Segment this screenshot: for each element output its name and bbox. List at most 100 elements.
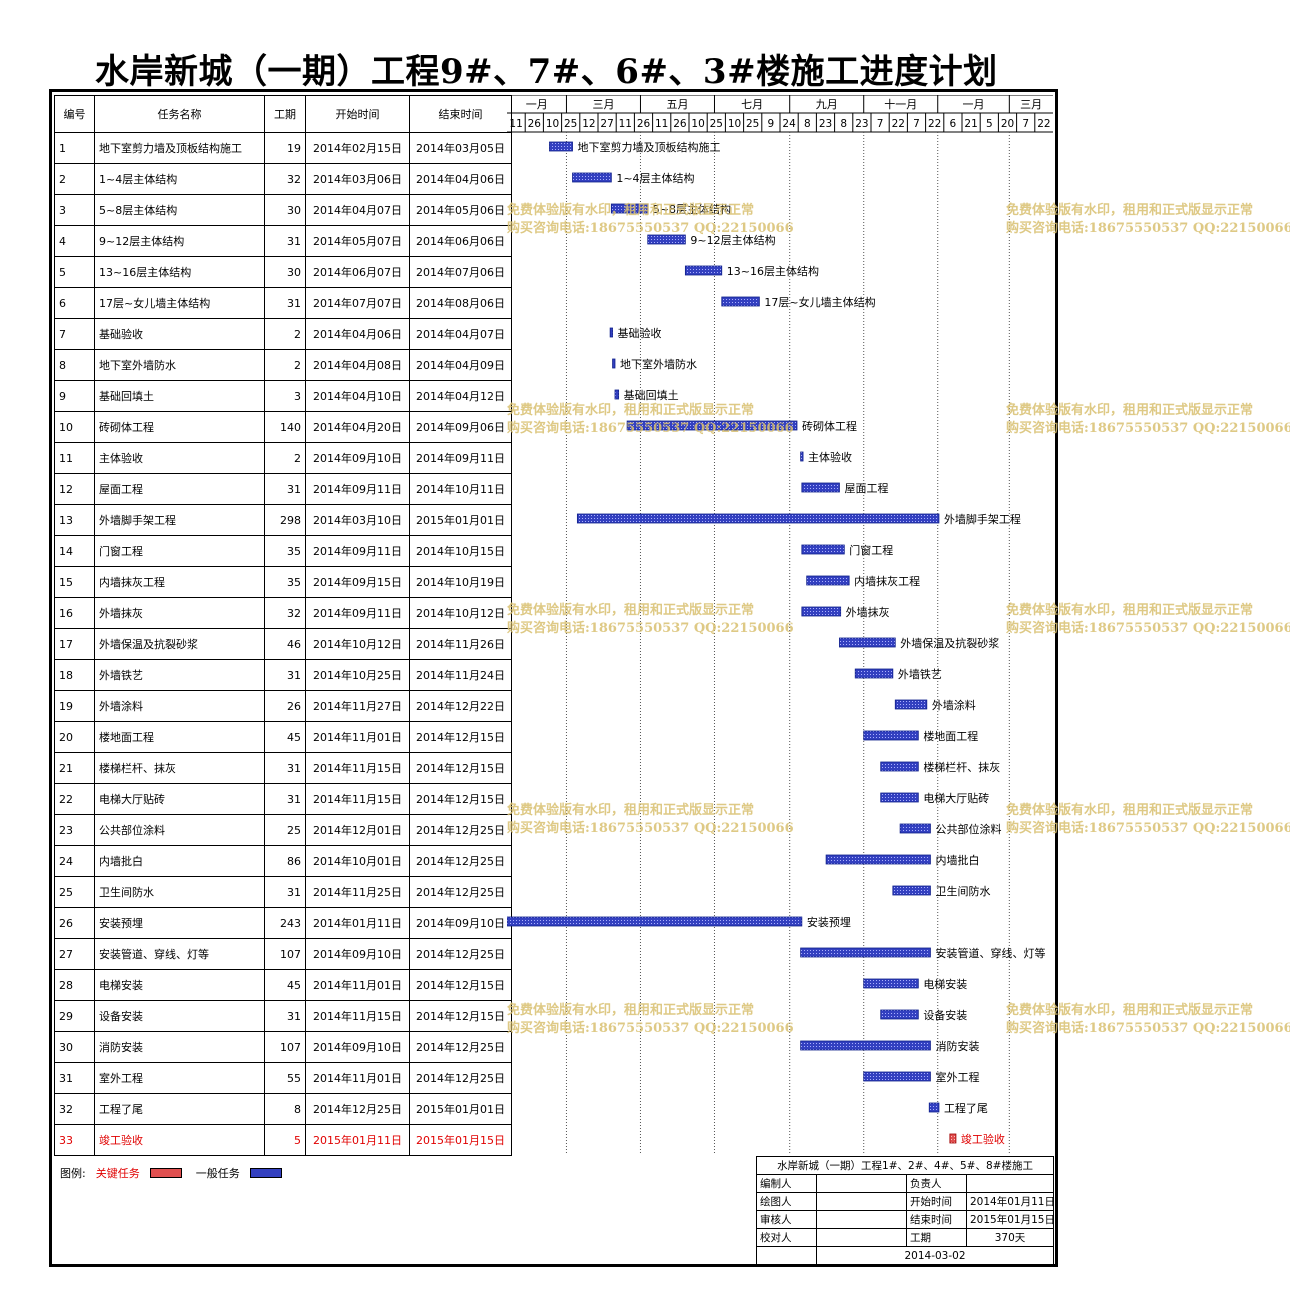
task-row: 31 室外工程 55 2014年11月01日 2014年12月25日 xyxy=(54,1062,512,1094)
month-label: 七月 xyxy=(741,98,763,111)
month-label: 五月 xyxy=(666,98,688,111)
task-end: 2014年12月25日 xyxy=(409,938,512,970)
task-duration: 3 xyxy=(264,380,306,412)
task-no: 6 xyxy=(54,287,95,319)
task-bar xyxy=(507,916,803,927)
task-duration: 32 xyxy=(264,163,306,195)
task-row: 32 工程了尾 8 2014年12月25日 2015年01月01日 xyxy=(54,1093,512,1125)
task-name: 9~12层主体结构 xyxy=(94,225,265,257)
task-name: 基础回填土 xyxy=(94,380,265,412)
task-bar xyxy=(800,1040,931,1051)
task-start: 2014年09月10日 xyxy=(305,442,410,474)
gantt-chart: 一月 三月 五月 七月 九月 十一月 一月 三月 11 26 10 25 12 27 11 26 11 26 10 2… xyxy=(507,95,1053,1155)
task-end: 2014年03月05日 xyxy=(409,132,512,164)
tick-label: 25 xyxy=(564,118,577,130)
task-duration: 31 xyxy=(264,752,306,784)
task-bar-label: 公共部位涂料 xyxy=(935,822,1001,836)
task-start: 2014年04月08日 xyxy=(305,349,410,381)
task-bar xyxy=(626,420,798,431)
task-start: 2014年11月01日 xyxy=(305,721,410,753)
task-no: 13 xyxy=(54,504,95,536)
task-start: 2014年10月25日 xyxy=(305,659,410,691)
task-row: 5 13~16层主体结构 30 2014年06月07日 2014年07月06日 xyxy=(54,256,512,288)
task-bar-label: 外墙保温及抗裂砂浆 xyxy=(900,636,999,650)
task-duration: 5 xyxy=(264,1124,306,1156)
task-bar xyxy=(949,1133,957,1144)
task-bar-label: 5~8层主体结构 xyxy=(653,202,731,216)
task-duration: 107 xyxy=(264,938,306,970)
task-name: 地下室外墙防水 xyxy=(94,349,265,381)
task-end: 2014年04月12日 xyxy=(409,380,512,412)
task-end: 2014年12月22日 xyxy=(409,690,512,722)
task-duration: 31 xyxy=(264,287,306,319)
task-end: 2014年12月15日 xyxy=(409,783,512,815)
task-start: 2014年10月01日 xyxy=(305,845,410,877)
task-start: 2014年09月11日 xyxy=(305,597,410,629)
task-no: 19 xyxy=(54,690,95,722)
drawer-value xyxy=(816,1192,907,1211)
tick-label: 10 xyxy=(691,118,704,130)
task-name: 楼梯栏杆、抹灰 xyxy=(94,752,265,784)
task-start: 2014年11月27日 xyxy=(305,690,410,722)
task-duration: 107 xyxy=(264,1031,306,1063)
task-no: 17 xyxy=(54,628,95,660)
page-title: 水岸新城（一期）工程9#、7#、6#、3#楼施工进度计划 xyxy=(95,52,998,92)
tick-label: 11 xyxy=(509,118,522,130)
task-end: 2014年09月11日 xyxy=(409,442,512,474)
task-bar-label: 外墙抹灰 xyxy=(846,605,890,619)
task-bar-label: 电梯安装 xyxy=(923,977,967,991)
task-name: 地下室剪力墙及顶板结构施工 xyxy=(94,132,265,164)
tick-label: 8 xyxy=(804,118,811,130)
task-no: 10 xyxy=(54,411,95,443)
tick-label: 25 xyxy=(710,118,723,130)
task-name: 外墙抹灰 xyxy=(94,597,265,629)
task-name: 设备安装 xyxy=(94,1000,265,1032)
task-end: 2014年12月15日 xyxy=(409,1000,512,1032)
tick-label: 24 xyxy=(782,118,796,130)
task-row: 29 设备安装 31 2014年11月15日 2014年12月15日 xyxy=(54,1000,512,1032)
task-end: 2014年06月06日 xyxy=(409,225,512,257)
manager-label: 负责人 xyxy=(906,1174,967,1193)
task-start: 2014年03月06日 xyxy=(305,163,410,195)
start-label: 开始时间 xyxy=(906,1192,967,1211)
task-duration: 25 xyxy=(264,814,306,846)
task-duration: 26 xyxy=(264,690,306,722)
task-duration: 31 xyxy=(264,225,306,257)
task-end: 2014年04月07日 xyxy=(409,318,512,350)
task-no: 26 xyxy=(54,907,95,939)
task-start: 2014年09月11日 xyxy=(305,473,410,505)
task-end: 2015年01月15日 xyxy=(409,1124,512,1156)
legend: 图例: 关键任务 一般任务 xyxy=(60,1165,282,1181)
task-bar-label: 安装管道、穿线、灯等 xyxy=(935,946,1045,960)
reviewer-label: 审核人 xyxy=(756,1210,817,1229)
task-no: 12 xyxy=(54,473,95,505)
task-name: 楼地面工程 xyxy=(94,721,265,753)
task-end: 2014年09月10日 xyxy=(409,907,512,939)
task-start: 2014年04月06日 xyxy=(305,318,410,350)
task-name: 公共部位涂料 xyxy=(94,814,265,846)
tick-label: 7 xyxy=(913,118,920,130)
task-bar-label: 9~12层主体结构 xyxy=(690,233,775,247)
task-bar xyxy=(684,265,723,276)
tick-label: 22 xyxy=(1037,118,1050,130)
task-row: 11 主体验收 2 2014年09月10日 2014年09月11日 xyxy=(54,442,512,474)
task-bar-label: 外墙脚手架工程 xyxy=(944,512,1021,526)
task-bar xyxy=(880,792,919,803)
month-label: 一月 xyxy=(963,98,985,111)
task-start: 2014年06月07日 xyxy=(305,256,410,288)
plan-date: 2014-03-02 xyxy=(815,1246,1055,1265)
task-end: 2014年12月25日 xyxy=(409,814,512,846)
task-bar-label: 内墙抹灰工程 xyxy=(854,574,920,588)
task-duration: 31 xyxy=(264,876,306,908)
task-bar xyxy=(839,637,896,648)
task-bar xyxy=(863,1071,931,1082)
task-no: 3 xyxy=(54,194,95,226)
task-no: 5 xyxy=(54,256,95,288)
task-duration: 35 xyxy=(264,535,306,567)
task-duration: 35 xyxy=(264,566,306,598)
task-bar xyxy=(892,885,931,896)
task-no: 24 xyxy=(54,845,95,877)
task-bar-label: 工程了尾 xyxy=(944,1102,988,1115)
task-bar-label: 楼梯栏杆、抹灰 xyxy=(923,760,1000,774)
task-bar-label: 基础验收 xyxy=(618,326,662,340)
